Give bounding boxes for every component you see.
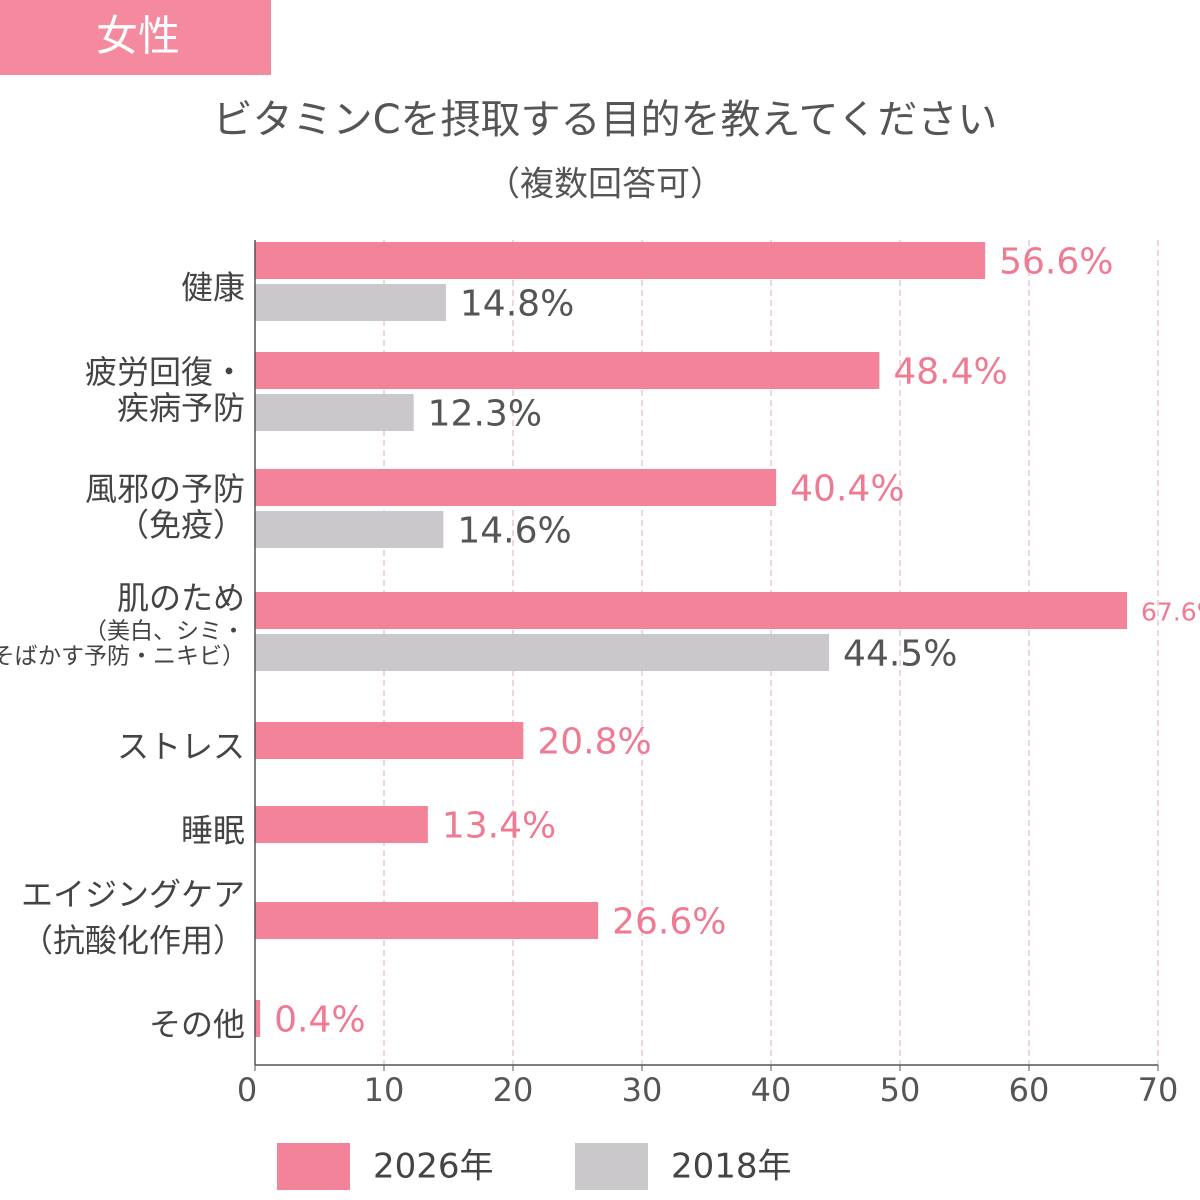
value-label: 12.3% bbox=[428, 394, 542, 435]
legend-label: 2018年 bbox=[671, 1147, 792, 1187]
bar bbox=[255, 806, 428, 843]
x-tick-label: 0 bbox=[237, 1071, 257, 1109]
value-label: 40.4% bbox=[790, 469, 904, 510]
badge-bg bbox=[0, 0, 271, 75]
value-label: 48.4% bbox=[893, 352, 1007, 393]
badge: 女性 bbox=[96, 12, 180, 61]
x-tick-label: 30 bbox=[622, 1071, 663, 1109]
y-tick-label: 睡眠 bbox=[181, 812, 245, 850]
bar bbox=[255, 902, 599, 939]
legend-swatch bbox=[575, 1143, 648, 1190]
value-label: 44.5% bbox=[843, 634, 957, 675]
y-tick-label: 健康 bbox=[181, 269, 245, 307]
bar bbox=[255, 634, 830, 671]
bar bbox=[255, 592, 1128, 629]
value-label: 14.8% bbox=[460, 284, 574, 325]
value-label: 56.6% bbox=[999, 242, 1113, 283]
y-tick-label: （免疫） bbox=[117, 506, 245, 544]
chart-subtitle: （複数回答可） bbox=[486, 165, 724, 205]
value-label: 14.6% bbox=[457, 511, 571, 552]
y-tick-label: ストレス bbox=[117, 728, 245, 766]
legend-label: 2026年 bbox=[373, 1147, 494, 1187]
bar bbox=[255, 394, 414, 431]
bar bbox=[255, 284, 446, 321]
value-label: 20.8% bbox=[537, 722, 651, 763]
legend-swatch bbox=[277, 1143, 350, 1190]
x-tick-label: 60 bbox=[1009, 1071, 1050, 1109]
bar bbox=[255, 352, 880, 389]
y-tick-label: （美白、シミ・ bbox=[84, 619, 245, 645]
bar bbox=[255, 242, 986, 279]
y-tick-label: （抗酸化作用） bbox=[21, 922, 245, 960]
chart-title: ビタミンCを摂取する目的を教えてください bbox=[213, 97, 998, 143]
bar bbox=[255, 469, 777, 506]
y-tick-label: 風邪の予防 bbox=[85, 470, 245, 508]
bar bbox=[255, 1000, 261, 1037]
value-label: 26.6% bbox=[612, 902, 726, 943]
x-tick-label: 40 bbox=[751, 1071, 792, 1109]
y-tick-label: そばかす予防・ニキビ） bbox=[0, 644, 245, 670]
value-label: 13.4% bbox=[442, 806, 556, 847]
y-tick-label: 疾病予防 bbox=[117, 389, 245, 427]
x-tick-label: 20 bbox=[493, 1071, 534, 1109]
value-label: 67.6% bbox=[1141, 598, 1200, 627]
y-tick-label: 疲労回復・ bbox=[85, 353, 245, 391]
bar bbox=[255, 511, 444, 548]
x-tick-label: 10 bbox=[364, 1071, 405, 1109]
bar bbox=[255, 722, 524, 759]
x-tick-label: 70 bbox=[1138, 1071, 1179, 1109]
y-tick-label: 肌のため bbox=[117, 579, 245, 617]
value-label: 0.4% bbox=[274, 1000, 365, 1041]
x-tick-label: 50 bbox=[880, 1071, 921, 1109]
y-tick-label: エイジングケア bbox=[21, 876, 245, 914]
y-tick-label: その他 bbox=[149, 1006, 245, 1044]
